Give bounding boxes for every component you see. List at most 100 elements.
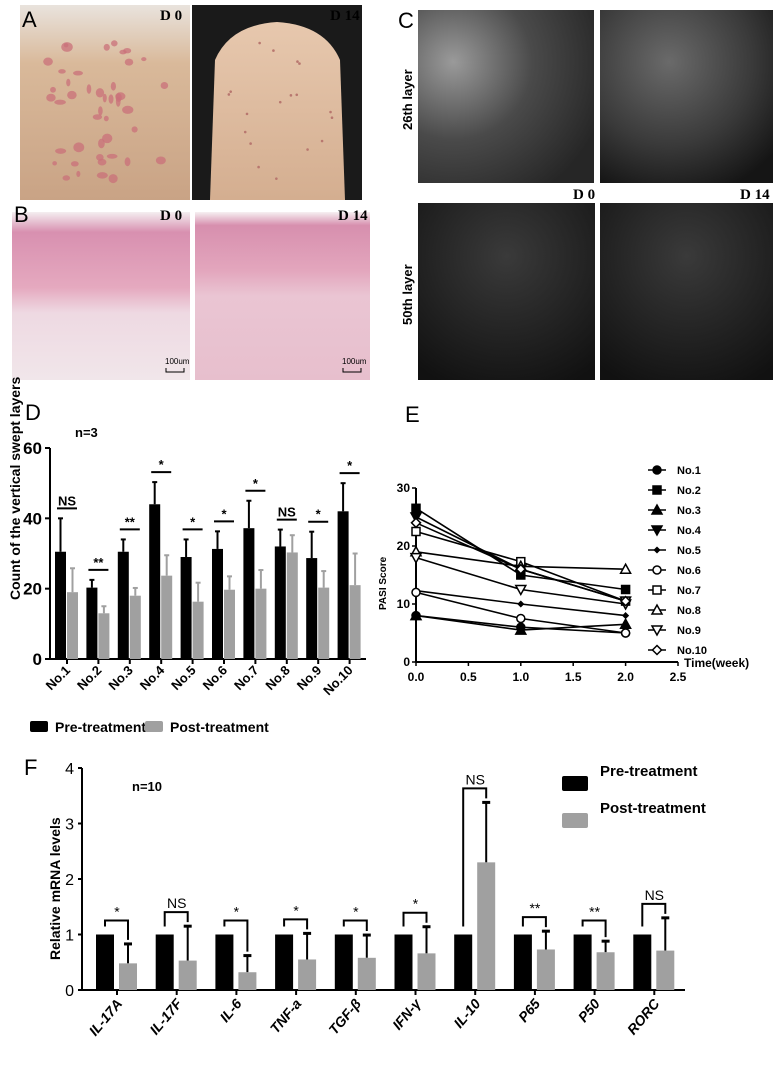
bar-pre: [215, 934, 234, 990]
confocal-26-d14: [600, 10, 773, 183]
data-point: [515, 563, 527, 575]
bar-post: [98, 613, 110, 659]
x-tick-label: 1.5: [565, 670, 582, 684]
lesion-d14: [320, 139, 324, 143]
bar-post: [192, 601, 204, 659]
x-tick-label: No.8: [262, 663, 293, 694]
lesion-d0: [97, 158, 107, 166]
significance-marker: **: [589, 904, 600, 920]
legend-label: No.1: [677, 465, 701, 477]
x-tick-label: IL-17A: [86, 996, 126, 1039]
x-tick-label: 2.5: [670, 670, 687, 684]
lesion-d14: [330, 116, 334, 119]
bar-post: [298, 959, 317, 990]
y-tick-label: 30: [397, 481, 411, 495]
legend-label: No.6: [677, 565, 701, 577]
confocal-50-d0: [418, 203, 595, 380]
bar-pre: [275, 934, 294, 990]
lesion-d0: [76, 170, 81, 177]
panel-label-f: F: [24, 755, 37, 780]
lesion-d14: [258, 41, 261, 45]
significance-marker: *: [190, 514, 196, 529]
lesion-d0: [73, 70, 83, 76]
legend-marker: [653, 546, 661, 554]
histology-d14: [195, 212, 370, 380]
lesion-d0: [98, 106, 103, 116]
significance-bracket: [581, 919, 607, 938]
significance-marker: *: [114, 904, 120, 920]
panel-c: C D 0 D 14 26th layer 50th layer: [398, 8, 773, 380]
x-tick-label: 1.0: [512, 670, 529, 684]
significance-bracket: [163, 911, 189, 927]
lesion-d0: [124, 157, 131, 167]
x-tick-label: No.2: [74, 663, 105, 694]
significance-marker: NS: [58, 493, 76, 508]
bar-pre: [149, 504, 161, 659]
significance-marker: **: [529, 900, 540, 916]
legend-marker: [650, 503, 664, 515]
lesion-d0: [96, 172, 108, 179]
lesion-d14: [272, 49, 275, 52]
caption-a-d14: D 14: [330, 8, 360, 24]
lesion-d0: [155, 156, 166, 165]
patient-back-photo-d0: [20, 5, 190, 200]
x-tick-label: P65: [515, 995, 543, 1025]
significance-marker: *: [413, 896, 419, 912]
bar-post: [224, 589, 235, 659]
bar-pre: [212, 548, 223, 659]
bar-post: [477, 862, 496, 990]
lesion-d0: [102, 133, 113, 144]
data-point: [409, 552, 423, 565]
chart-f: 0 1 2 3 4 Relative mRNA levels n=10 IL-17A * IL-1…: [47, 761, 706, 1039]
significance-marker: *: [159, 457, 165, 472]
y-tick-label: 0: [33, 650, 42, 669]
legend-marker: [652, 465, 662, 475]
legend-label: Post-treatment: [600, 800, 706, 817]
bar-pre: [55, 551, 66, 659]
bar-post: [656, 950, 675, 990]
legend-label: No.8: [677, 605, 701, 617]
legend-label: No.2: [677, 485, 701, 497]
lesion-d0: [160, 82, 169, 89]
significance-bracket: [462, 787, 488, 927]
panel-b: B D 0 D 14 100um 100um: [12, 202, 370, 380]
lesion-d0: [73, 142, 85, 153]
x-tick-label: No.4: [137, 662, 168, 693]
y-axis-label: Count of the vertical swept layers: [7, 377, 23, 600]
lesion-d0: [95, 88, 105, 98]
lesion-d0: [55, 148, 67, 154]
lesion-d0: [102, 93, 107, 103]
panel-label-c: C: [398, 8, 414, 33]
caption-b-d14: D 14: [338, 208, 368, 224]
lesion-d0: [46, 93, 56, 102]
x-axis-label: Time(week): [684, 656, 749, 670]
caption-c-d14: D 14: [740, 187, 770, 203]
significance-marker: **: [125, 514, 136, 529]
bar-post: [238, 972, 257, 990]
bar-pre: [337, 511, 349, 659]
legend-label: No.4: [677, 525, 702, 537]
significance-marker: *: [253, 476, 259, 491]
psoriasis-lesions: [43, 40, 334, 184]
legend-label: No.10: [677, 645, 707, 657]
lesion-d0: [92, 114, 103, 120]
data-point: [620, 595, 632, 607]
lesion-d0: [103, 43, 110, 51]
lesion-d14: [243, 130, 247, 134]
legend-marker: [650, 625, 664, 637]
bar-pre: [513, 934, 532, 990]
data-point: [411, 503, 421, 514]
bar-pre: [394, 934, 413, 990]
x-tick-label: TNF-a: [267, 995, 305, 1036]
caption-c-d0: D 0: [573, 187, 595, 203]
bar-pre: [573, 934, 592, 990]
significance-bracket: [521, 916, 547, 928]
lesion-d0: [86, 84, 92, 94]
lesion-d0: [62, 175, 71, 181]
back-silhouette: [210, 22, 345, 200]
x-tick-label: No.10: [320, 663, 356, 699]
significance-marker: NS: [465, 771, 484, 787]
x-tick-label: IFN-γ: [389, 995, 425, 1033]
